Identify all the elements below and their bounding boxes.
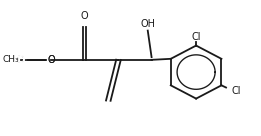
Text: O: O bbox=[18, 55, 26, 65]
Text: O: O bbox=[47, 55, 55, 65]
Text: O: O bbox=[17, 55, 24, 65]
Text: O: O bbox=[17, 55, 24, 65]
Text: O: O bbox=[80, 11, 88, 21]
Text: Cl: Cl bbox=[232, 86, 241, 96]
Text: O: O bbox=[47, 55, 55, 65]
Text: CH₃: CH₃ bbox=[3, 55, 19, 64]
Text: Cl: Cl bbox=[191, 32, 201, 42]
Text: O: O bbox=[17, 55, 24, 65]
Text: OH: OH bbox=[140, 19, 155, 30]
Text: O: O bbox=[13, 55, 21, 65]
